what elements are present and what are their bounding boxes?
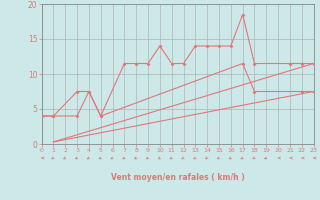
X-axis label: Vent moyen/en rafales ( km/h ): Vent moyen/en rafales ( km/h ) [111,173,244,182]
